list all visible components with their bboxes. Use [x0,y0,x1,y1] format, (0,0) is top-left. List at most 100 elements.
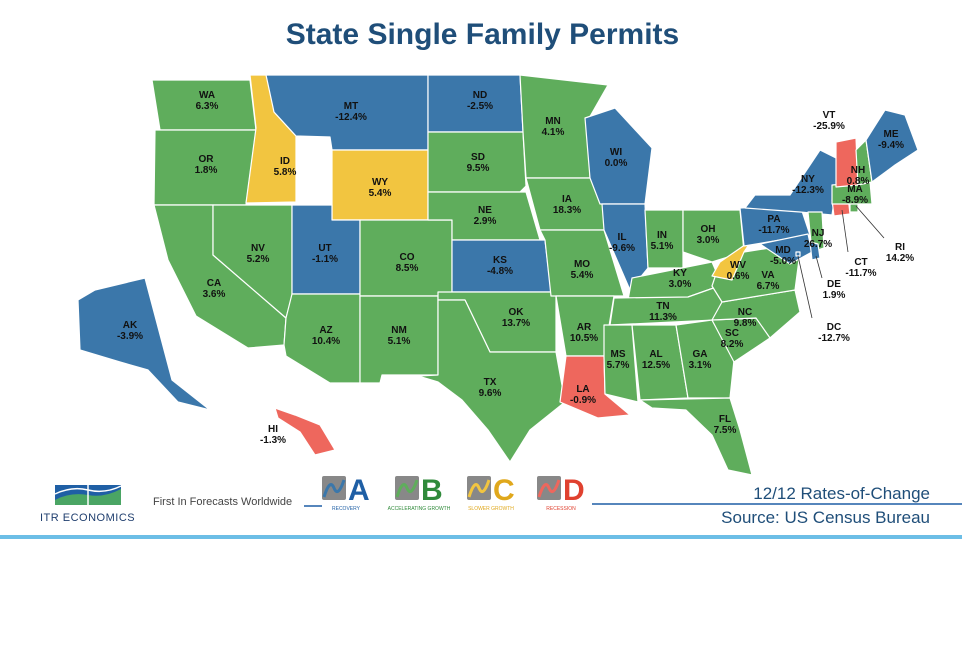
state-code-al: AL [649,349,662,360]
leader-de [815,255,823,279]
state-value-ky: 3.0% [669,279,692,290]
source-label: Source: US Census Bureau [721,508,930,527]
state-value-hi: -1.3% [260,435,286,446]
state-value-me: -9.4% [878,140,904,151]
state-value-ga: 3.1% [689,360,712,371]
state-value-ia: 18.3% [553,205,581,216]
state-me [865,109,919,183]
state-value-nm: 5.1% [388,336,411,347]
state-code-tn: TN [656,301,669,312]
state-code-sd: SD [471,152,485,163]
state-code-dc: DC [827,322,841,333]
leader-ct [841,209,849,253]
state-value-nj: 26.7% [804,239,832,250]
phase-letter-c: C [493,474,515,507]
state-code-ms: MS [611,349,626,360]
state-code-ky: KY [673,268,687,279]
state-value-pa: -11.7% [758,225,789,236]
state-value-id: 5.8% [274,167,297,178]
state-code-ia: IA [562,194,572,205]
state-code-pa: PA [767,214,780,225]
state-code-hi: HI [268,424,278,435]
state-value-ok: 13.7% [502,318,530,329]
state-value-ut: -1.1% [312,254,338,265]
state-code-mt: MT [344,101,358,112]
state-value-ri: 14.2% [886,253,914,264]
state-value-md: -5.0% [770,256,796,267]
itr-logo [54,485,122,505]
state-value-mo: 5.4% [571,270,594,281]
state-value-vt: -25.9% [813,121,845,132]
state-code-ak: AK [123,320,138,331]
phase-wave-a [322,479,346,498]
state-code-or: OR [199,154,215,165]
state-code-oh: OH [701,224,716,235]
state-shapes [77,74,919,476]
phase-letter-d: D [563,474,585,507]
state-code-ks: KS [493,255,507,266]
state-value-nh: 0.8% [847,176,870,187]
state-ny [744,149,841,216]
phase-letter-a: A [348,474,370,507]
state-value-wv: 0.6% [727,271,750,282]
state-value-va: 6.7% [757,281,780,292]
state-value-sc: 8.2% [721,339,744,350]
phase-wave-d [537,479,561,498]
state-value-fl: 7.5% [714,425,737,436]
state-code-mo: MO [574,259,590,270]
state-value-oh: 3.0% [697,235,720,246]
company-name: ITR ECONOMICS [40,512,135,524]
state-code-de: DE [827,279,841,290]
phase-wave-c [467,479,491,498]
state-code-ct: CT [854,257,867,268]
state-de [809,241,821,261]
state-value-ks: -4.8% [487,266,513,277]
state-code-in: IN [657,230,667,241]
state-dc [795,251,801,257]
state-code-va: VA [761,270,774,281]
state-value-nd: -2.5% [467,101,493,112]
tagline: First In Forecasts Worldwide [153,496,292,508]
state-code-az: AZ [319,325,332,336]
state-code-me: ME [884,129,899,140]
state-code-ny: NY [801,174,815,185]
state-value-ar: 10.5% [570,333,598,344]
state-code-nh: NH [851,165,865,176]
state-code-fl: FL [719,414,731,425]
leader-lines [797,205,885,319]
rate-label: 12/12 Rates-of-Change [753,484,930,503]
state-ga [675,319,735,399]
state-value-co: 8.5% [396,263,419,274]
state-code-wy: WY [372,177,388,188]
state-value-nv: 5.2% [247,254,270,265]
state-value-il: -9.6% [609,243,635,254]
state-value-mn: 4.1% [542,127,565,138]
state-value-nc: 9.8% [734,318,757,329]
phase-letter-b: B [421,474,443,507]
state-value-tx: 9.6% [479,388,502,399]
state-code-co: CO [400,252,415,263]
state-value-az: 10.4% [312,336,340,347]
state-code-ca: CA [207,278,221,289]
state-tx [417,299,566,463]
state-value-ne: 2.9% [474,216,497,227]
state-code-sc: SC [725,328,739,339]
state-labels: WA6.3% OR1.8% CA3.6% ID5.8% NV5.2% MT-12.4% WY… [117,90,914,446]
map-title: State Single Family Permits [285,18,680,51]
leader-ri [855,205,885,239]
state-code-vt: VT [823,110,836,121]
state-code-nm: NM [391,325,407,336]
state-value-wy: 5.4% [369,188,392,199]
state-code-tx: TX [484,377,497,388]
state-code-ne: NE [478,205,492,216]
state-code-ut: UT [318,243,331,254]
state-code-ok: OK [509,307,525,318]
state-code-nc: NC [738,307,752,318]
state-value-la: -0.9% [570,395,596,406]
